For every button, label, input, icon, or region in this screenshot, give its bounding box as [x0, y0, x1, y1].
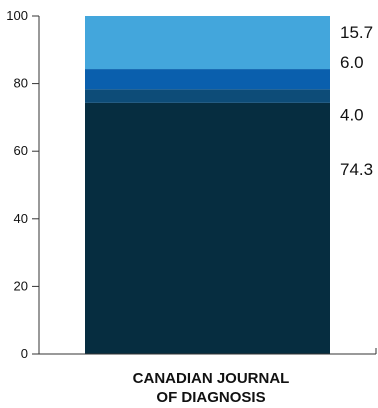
y-tick-label: 20: [14, 278, 28, 293]
y-tick-label: 100: [6, 8, 28, 23]
data-labels: 74.3 4.0 6.0 15.7: [340, 23, 373, 179]
y-tick-label: 0: [21, 346, 28, 361]
y-tick-label: 40: [14, 211, 28, 226]
category-label-line-2: OF DIAGNOSIS: [156, 389, 265, 406]
data-label: 74.3: [340, 160, 373, 179]
data-label: 4.0: [340, 105, 364, 124]
y-tick-label: 80: [14, 76, 28, 91]
y-axis: 0 20 40 60 80 100: [6, 8, 40, 361]
bar-segment: [85, 16, 330, 70]
bar-segment: [85, 69, 330, 90]
x-axis: [39, 348, 377, 355]
category-label-line-1: CANADIAN JOURNAL: [133, 370, 290, 387]
data-label: 6.0: [340, 53, 364, 72]
bar-segment: [85, 89, 330, 103]
bar-segments: [85, 16, 330, 354]
data-label: 15.7: [340, 23, 373, 42]
bar-segment: [85, 102, 330, 354]
y-tick-label: 60: [14, 143, 28, 158]
